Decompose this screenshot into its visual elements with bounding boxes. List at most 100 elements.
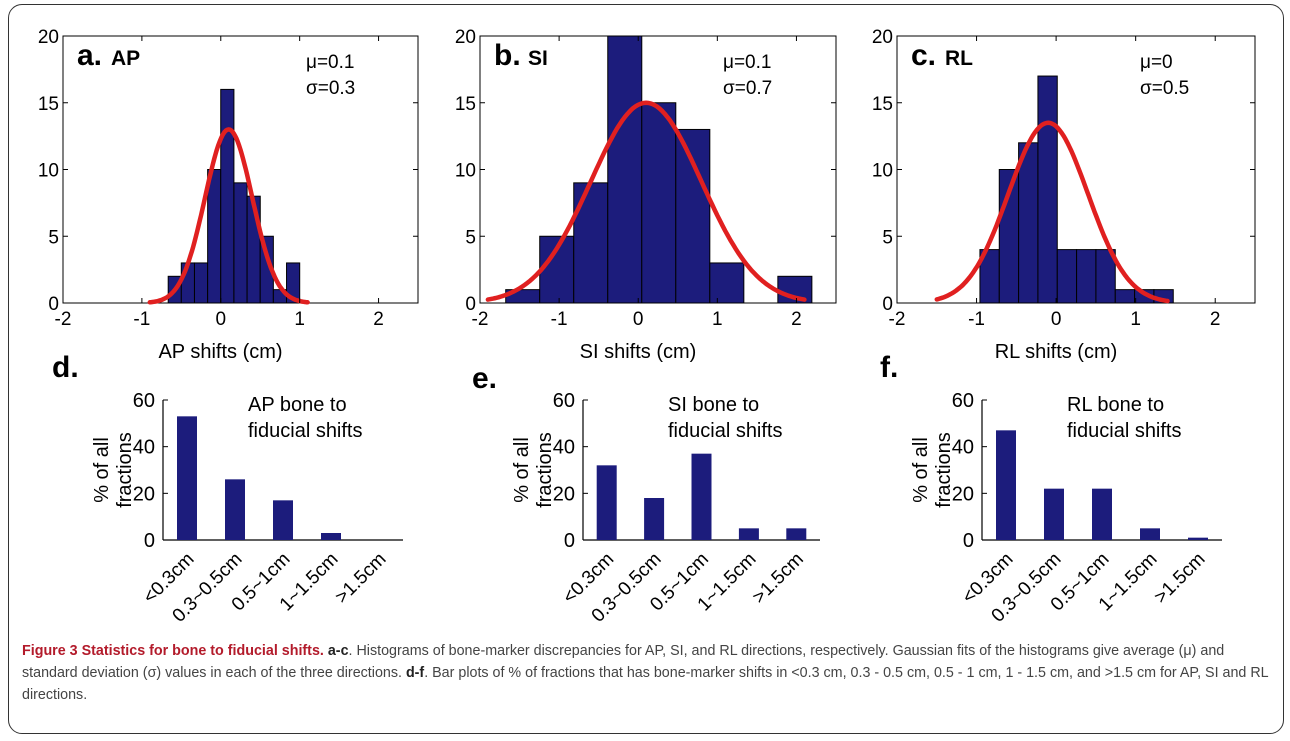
panel-a-gaussian-fit [147,127,310,305]
panel-a-xtick-label: -2 [55,309,72,330]
panel-f-ylabel: % of all [910,437,932,503]
panel-f-label: f. [880,351,898,384]
panel-e-ytick-label: 40 [553,437,575,459]
panel-d-label: d. [52,351,79,384]
panel-b-bar [573,182,609,304]
panel-d-ytick-label: 40 [133,437,155,459]
panel-b-xtick-label: -2 [472,309,489,330]
panel-f-annotation: RL bone to [1067,394,1164,416]
panel-b-xtick-label: 2 [791,309,802,330]
panel-b-bar [675,128,711,304]
panel-d-bar [177,416,197,540]
panel-f-ytick-label: 60 [952,390,974,412]
panel-a-ytick-label: 0 [48,294,59,315]
figure-caption: Figure 3 Statistics for bone to fiducial… [22,640,1272,706]
panel-b-ytick-label: 5 [465,227,476,248]
panel-a-stat: σ=0.3 [306,78,355,99]
panel-a-ytick-label: 10 [38,161,59,182]
panel-d-ytick-label: 60 [133,390,155,412]
panel-e-ylabel: fractions [534,432,556,508]
panel-c-bar [1095,249,1116,304]
panel-f-category-label: >1.5cm [1150,549,1209,608]
panel-c-bar [1076,249,1097,304]
panel-b-xtick-label: 1 [712,309,723,330]
panel-f-bar [1044,488,1064,540]
panel-c-bar [1037,75,1058,304]
panel-f-bar [1092,488,1112,540]
panel-b-label: b. [494,39,521,72]
panel-c-xtick-label: 1 [1130,309,1141,330]
caption-ref-ac: a-c [327,643,349,659]
panel-a-ytick-label: 5 [48,227,59,248]
panel-b-stat: σ=0.7 [723,78,772,99]
panel-a-xtick-label: 2 [373,309,384,330]
panel-b-xtick-label: 0 [633,309,644,330]
panel-e-ytick-label: 60 [553,390,575,412]
panel-c-bar [1018,142,1039,304]
panel-e-bar [691,453,712,540]
panel-a-xtick-label: -1 [133,309,150,330]
figure-frame [8,4,1284,734]
panel-d-ytick-label: 0 [144,530,155,552]
panel-b-xtick-label: -1 [551,309,568,330]
panel-b-stat: μ=0.1 [723,52,771,73]
panel-d-ylabel: fractions [114,432,136,508]
panel-c-bar [1056,249,1078,304]
panel-f-annotation: fiducial shifts [1067,420,1182,442]
panel-b-ytick-label: 0 [465,294,476,315]
panel-e-bar [644,498,665,540]
caption-label: Figure 3 Statistics for bone to fiducial… [22,643,324,659]
caption-text-ac: . Histograms of bone-marker discrepancie… [22,643,1225,681]
panel-c-xlabel: RL shifts (cm) [995,341,1118,363]
panel-b-title: SI [528,47,548,70]
caption-ref-df: d-f [405,665,425,681]
panel-c-ytick-label: 10 [872,161,893,182]
panel-c-ytick-label: 20 [872,27,893,48]
panel-c-gaussian-fit [934,120,1170,304]
panel-a-bar [286,262,301,304]
panel-a-bar [233,182,248,304]
panel-c-xtick-label: -1 [968,309,985,330]
panel-f-ytick-label: 40 [952,437,974,459]
panel-e-ytick-label: 20 [553,483,575,505]
panel-c-ytick-label: 5 [882,227,893,248]
panel-e-annotation: SI bone to [668,394,759,416]
panel-a-xtick-label: 1 [294,309,305,330]
panel-f-ytick-label: 0 [963,530,974,552]
panel-c-xtick-label: -2 [889,309,906,330]
panel-f-bar [996,430,1016,540]
panel-b-gaussian-fit [485,100,807,302]
panel-d-ytick-label: 20 [133,483,155,505]
panel-c-ytick-label: 0 [882,294,893,315]
panel-b-bar [607,35,643,304]
panel-a-stat: μ=0.1 [306,52,354,73]
panel-d-bar [225,479,245,540]
panel-e-bar [786,528,807,540]
panel-c-bar [1114,289,1136,304]
panel-a-xtick-label: 0 [215,309,226,330]
panel-c-stat: μ=0 [1140,52,1173,73]
panel-a-bar [220,88,235,304]
panel-f-ytick-label: 20 [952,483,974,505]
panel-b-bar [709,262,745,304]
panel-f-bar [1140,528,1160,540]
panel-d-annotation: AP bone to [248,394,347,416]
panel-b-ytick-label: 15 [455,94,476,115]
panel-e-ytick-label: 0 [564,530,575,552]
panel-a-bar [207,169,222,304]
panel-c-xtick-label: 0 [1051,309,1062,330]
caption-text-df: . Bar plots of % of fractions that has b… [22,665,1269,703]
panel-d-bar [321,533,341,540]
panel-d-bar [273,500,293,540]
panel-a-label: a. [77,39,102,72]
panel-a-xlabel: AP shifts (cm) [158,341,282,363]
panel-c-title: RL [945,47,973,70]
panel-d-ylabel: % of all [91,437,113,503]
panel-f-bar [1188,537,1208,540]
panel-b-xlabel: SI shifts (cm) [580,341,697,363]
panel-a-ytick-label: 20 [38,27,59,48]
panel-e-ylabel: % of all [511,437,533,503]
panel-c-label: c. [911,39,936,72]
panel-b-ytick-label: 20 [455,27,476,48]
